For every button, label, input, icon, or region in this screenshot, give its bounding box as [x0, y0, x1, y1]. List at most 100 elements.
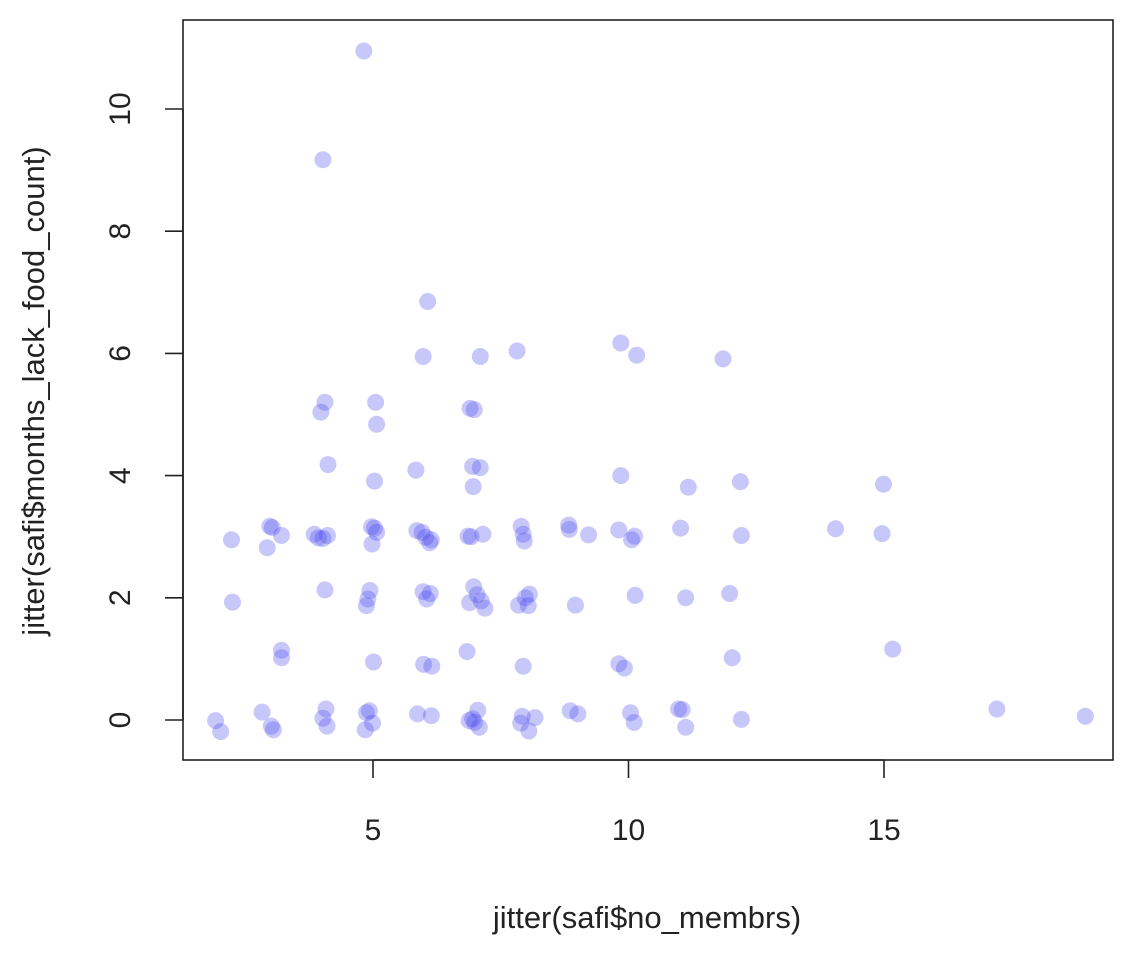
data-point: [515, 532, 533, 550]
data-point: [461, 594, 479, 612]
data-point: [363, 535, 381, 553]
data-point: [464, 710, 482, 728]
data-point: [417, 528, 435, 546]
data-point: [673, 701, 691, 719]
data-point: [464, 457, 482, 475]
data-point: [262, 717, 280, 735]
data-point: [314, 151, 332, 169]
data-point: [407, 461, 425, 479]
data-point: [364, 714, 381, 732]
data-point: [421, 585, 439, 602]
data-point: [471, 348, 489, 365]
data-point: [359, 590, 377, 608]
data-point: [459, 527, 477, 545]
data-point: [418, 590, 436, 608]
data-point: [422, 707, 440, 725]
data-point: [261, 517, 279, 535]
data-point: [419, 293, 437, 310]
data-point: [357, 597, 375, 615]
data-point: [612, 334, 630, 352]
data-point: [677, 718, 695, 736]
data-point: [368, 523, 386, 541]
data-point: [670, 700, 688, 718]
data-point: [319, 527, 336, 544]
data-point: [626, 527, 644, 545]
data-point: [355, 42, 373, 60]
data-point: [458, 643, 476, 661]
data-point: [207, 712, 225, 730]
data-point: [610, 655, 628, 673]
data-point: [471, 459, 489, 477]
data-point: [414, 348, 432, 365]
data-point: [512, 714, 530, 732]
data-point: [721, 585, 739, 602]
data-point: [516, 589, 534, 607]
data-point: [466, 713, 484, 731]
data-point: [612, 467, 630, 485]
data-point: [409, 705, 426, 723]
data-point: [672, 519, 690, 537]
data-point: [723, 649, 741, 667]
data-point: [519, 597, 537, 615]
data-point: [361, 582, 379, 599]
data-point: [514, 657, 532, 675]
data-point: [714, 350, 732, 368]
data-point: [223, 531, 240, 549]
data-point: [314, 530, 332, 547]
data-point: [258, 539, 276, 557]
data-point: [363, 518, 380, 536]
data-point: [264, 721, 282, 739]
data-point: [610, 521, 628, 539]
data-point: [526, 709, 544, 727]
data-point: [318, 717, 336, 735]
data-point: [873, 525, 891, 543]
data-point: [365, 653, 382, 671]
data-point: [317, 700, 335, 718]
data-points: [207, 42, 1094, 741]
y-tick-label: 2: [104, 589, 137, 606]
data-point: [732, 710, 750, 728]
data-point: [569, 705, 587, 723]
x-axis: 5 10 15: [365, 759, 901, 847]
y-tick-label: 0: [104, 712, 137, 729]
data-point: [561, 702, 579, 720]
x-tick-label: 5: [365, 814, 382, 847]
data-point: [366, 472, 383, 490]
data-point: [422, 531, 440, 549]
data-point: [460, 712, 478, 730]
y-tick-label: 4: [104, 467, 137, 484]
y-axis: 0 2 4 6 8 10: [104, 92, 184, 729]
y-tick-label: 10: [104, 92, 137, 125]
data-point: [469, 701, 487, 719]
data-point: [356, 721, 374, 739]
data-point: [628, 346, 646, 364]
data-point: [514, 525, 532, 543]
data-point: [520, 722, 538, 740]
x-tick-label: 15: [867, 814, 900, 847]
data-point: [580, 526, 598, 544]
data-point: [512, 517, 530, 535]
data-point: [316, 393, 334, 411]
data-point: [263, 519, 281, 536]
data-point: [212, 723, 230, 741]
x-axis-label: jitter(safi$no_membrs): [492, 900, 801, 935]
data-point: [465, 578, 483, 596]
data-point: [253, 703, 271, 721]
data-point: [367, 393, 385, 411]
data-point: [309, 529, 327, 547]
data-point: [468, 586, 486, 604]
data-point: [357, 704, 375, 722]
data-point: [875, 475, 892, 493]
data-point: [626, 586, 644, 604]
data-point: [472, 592, 490, 610]
data-point: [510, 596, 528, 614]
data-point: [312, 403, 330, 421]
data-point: [224, 593, 241, 611]
data-point: [360, 702, 378, 720]
data-point: [625, 713, 643, 731]
data-point: [560, 520, 578, 538]
data-point: [732, 527, 750, 544]
data-point: [884, 640, 902, 658]
